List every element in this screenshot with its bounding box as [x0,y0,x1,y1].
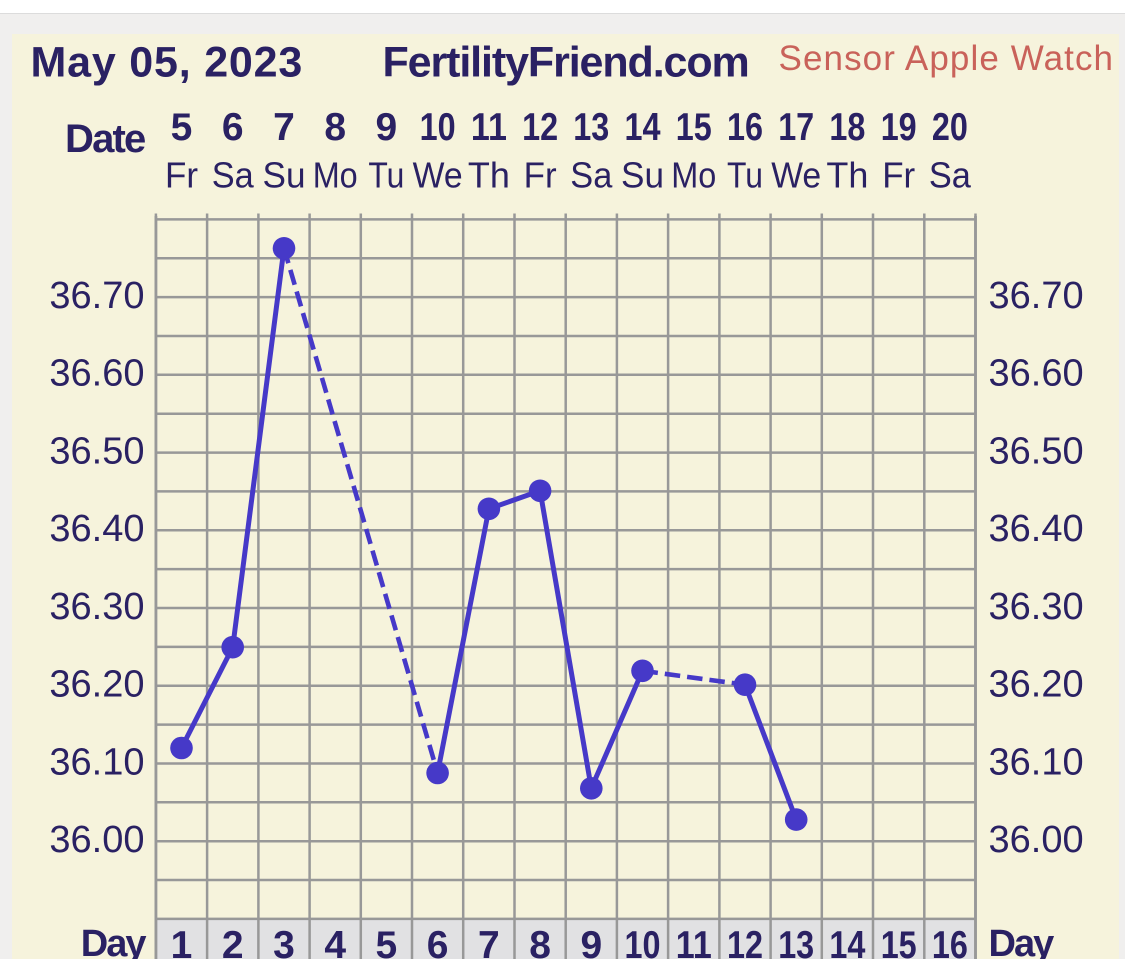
svg-text:13: 13 [778,924,814,959]
svg-text:36.40: 36.40 [989,508,1084,550]
svg-text:Su: Su [263,155,306,196]
svg-text:Th: Th [468,155,510,196]
svg-text:36.50: 36.50 [989,430,1084,472]
svg-text:36.00: 36.00 [989,819,1084,861]
svg-text:36.60: 36.60 [989,353,1084,395]
svg-text:16: 16 [932,924,968,959]
svg-text:18: 18 [829,106,865,149]
svg-text:9: 9 [580,924,602,959]
svg-text:7: 7 [478,924,500,959]
svg-text:2: 2 [222,924,244,959]
svg-text:36.50: 36.50 [49,430,144,472]
svg-text:Fr: Fr [165,155,198,196]
svg-text:1: 1 [171,924,193,959]
svg-text:Fr: Fr [524,155,557,196]
svg-text:3: 3 [273,924,295,959]
svg-text:14: 14 [829,924,865,959]
svg-text:We: We [771,155,821,196]
svg-text:12: 12 [727,924,763,959]
svg-text:36.10: 36.10 [49,741,144,783]
svg-text:Date: Date [65,117,145,161]
svg-text:8: 8 [529,924,551,959]
svg-text:Sa: Sa [570,155,613,196]
svg-text:36.00: 36.00 [49,819,144,861]
svg-text:36.30: 36.30 [989,586,1084,628]
svg-text:36.20: 36.20 [989,664,1084,706]
svg-text:Mo: Mo [313,155,358,196]
svg-text:7: 7 [273,106,295,149]
svg-text:36.60: 36.60 [49,353,144,395]
svg-text:13: 13 [573,106,609,149]
svg-text:5: 5 [171,106,193,149]
svg-text:Sa: Sa [929,155,972,196]
svg-text:20: 20 [932,106,968,149]
svg-text:36.30: 36.30 [49,586,144,628]
svg-text:10: 10 [420,106,456,149]
svg-text:19: 19 [881,106,917,149]
svg-text:14: 14 [625,106,661,149]
svg-text:Day: Day [81,923,147,959]
svg-text:15: 15 [881,924,917,959]
svg-text:Su: Su [621,155,664,196]
svg-text:Mo: Mo [671,155,716,196]
svg-text:36.40: 36.40 [49,508,144,550]
svg-text:Tu: Tu [368,155,404,196]
svg-text:10: 10 [625,924,661,959]
svg-text:11: 11 [471,106,507,149]
svg-text:15: 15 [676,106,712,149]
svg-text:12: 12 [522,106,558,149]
svg-text:May 05, 2023: May 05, 2023 [31,39,304,87]
svg-text:17: 17 [778,106,814,149]
svg-text:36.70: 36.70 [49,275,144,317]
svg-text:We: We [413,155,463,196]
svg-text:36.10: 36.10 [989,741,1084,783]
svg-text:6: 6 [222,106,244,149]
svg-text:Sensor Apple Watch: Sensor Apple Watch [779,39,1115,78]
svg-text:Tu: Tu [727,155,763,196]
svg-text:Sa: Sa [212,155,255,196]
svg-text:16: 16 [727,106,763,149]
svg-text:Day: Day [989,923,1055,959]
svg-text:36.70: 36.70 [989,275,1084,317]
svg-text:FertilityFriend.com: FertilityFriend.com [383,39,749,87]
svg-text:5: 5 [376,924,398,959]
svg-text:4: 4 [324,924,346,959]
svg-text:Fr: Fr [882,155,915,196]
svg-text:8: 8 [324,106,346,149]
svg-text:Th: Th [826,155,868,196]
svg-text:36.20: 36.20 [49,664,144,706]
svg-text:11: 11 [676,924,712,959]
svg-text:6: 6 [427,924,449,959]
svg-text:9: 9 [376,106,398,149]
